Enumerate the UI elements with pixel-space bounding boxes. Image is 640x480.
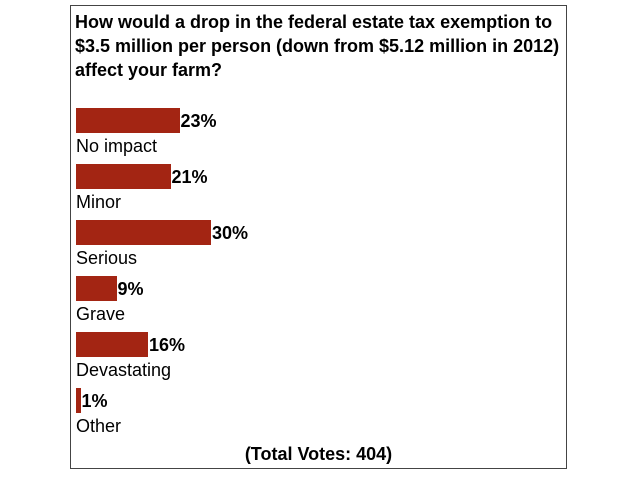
option-label: Devastating xyxy=(76,360,172,380)
percent-label: 1% xyxy=(81,391,108,411)
poll-option: 30% Serious xyxy=(76,220,556,276)
result-bar xyxy=(76,164,171,189)
percent-label: 21% xyxy=(171,167,208,187)
option-label: Minor xyxy=(76,192,122,212)
result-bar xyxy=(76,332,148,357)
poll-options: 23% No impact 21% Minor 30% Serious 9% Grave 16%… xyxy=(76,108,556,444)
option-label: Other xyxy=(76,416,122,436)
result-bar xyxy=(76,220,211,245)
percent-label: 30% xyxy=(212,223,249,243)
poll-box: How would a drop in the federal estate t… xyxy=(70,5,567,469)
result-bar xyxy=(76,108,180,133)
total-votes: (Total Votes: 404) xyxy=(244,444,393,464)
option-label: Grave xyxy=(76,304,126,324)
result-bar xyxy=(76,276,117,301)
option-label: No impact xyxy=(76,136,158,156)
poll-option: 16% Devastating xyxy=(76,332,556,388)
percent-label: 9% xyxy=(117,279,144,299)
poll-option: 9% Grave xyxy=(76,276,556,332)
percent-label: 16% xyxy=(149,335,186,355)
poll-option: 23% No impact xyxy=(76,108,556,164)
poll-option: 1% Other xyxy=(76,388,556,444)
poll-question: How would a drop in the federal estate t… xyxy=(75,12,560,80)
poll-option: 21% Minor xyxy=(76,164,556,220)
result-bar xyxy=(76,388,81,413)
percent-label: 23% xyxy=(180,111,217,131)
option-label: Serious xyxy=(76,248,138,268)
